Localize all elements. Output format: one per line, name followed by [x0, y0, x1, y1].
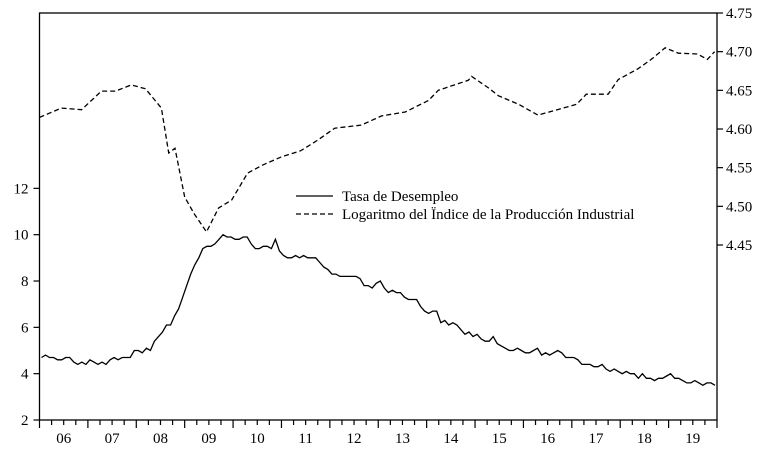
left-axis-tick-label: 4 — [21, 367, 29, 383]
x-axis-tick-label: 12 — [347, 431, 362, 447]
right-axis-tick-label: 4.60 — [726, 122, 752, 138]
x-axis-tick-label: 10 — [250, 431, 265, 447]
left-axis-tick-label: 8 — [21, 274, 29, 290]
legend-label-produccion: Logaritmo del Ïndice de la Producción In… — [342, 206, 634, 223]
legend: Tasa de Desempleo Logaritmo del Ïndice d… — [296, 189, 634, 223]
right-axis-tick-label: 4.55 — [726, 161, 752, 177]
left-axis-tick-label: 2 — [21, 413, 29, 429]
x-axis-tick-label: 09 — [201, 431, 216, 447]
left-axis-tick-label: 10 — [14, 228, 29, 244]
legend-label-desempleo: Tasa de Desempleo — [342, 189, 458, 205]
right-axis-tick-label: 4.65 — [726, 83, 752, 99]
x-axis-tick-label: 13 — [395, 431, 410, 447]
x-axis-tick-label: 06 — [56, 431, 72, 447]
right-axis-tick-label: 4.45 — [726, 238, 752, 254]
x-axis-tick-label: 16 — [540, 431, 556, 447]
right-axis-tick-label: 4.50 — [726, 199, 752, 215]
x-axis-tick-label: 19 — [685, 431, 700, 447]
x-axis-tick-label: 17 — [589, 431, 605, 447]
left-axis-tick-label: 6 — [21, 320, 29, 336]
x-axis-tick-label: 08 — [153, 431, 168, 447]
x-axis-tick-label: 15 — [492, 431, 507, 447]
right-axis-tick-label: 4.70 — [726, 45, 752, 61]
x-axis-tick-label: 18 — [637, 431, 652, 447]
x-axis-tick-label: 11 — [298, 431, 312, 447]
x-axis-tick-label: 14 — [443, 431, 459, 447]
right-axis-tick-label: 4.75 — [726, 6, 752, 22]
series-line-log-produccion-industrial — [39, 47, 716, 234]
left-axis-tick-label: 12 — [14, 181, 29, 197]
x-axis-tick-label: 07 — [105, 431, 121, 447]
series-layer — [39, 47, 716, 387]
series-line-tasa-desempleo — [41, 233, 716, 387]
ticks-layer: 2 4 6 8 10 12 4.45 4.50 4.55 4.60 4.65 4.70 4.75 06 07… — [14, 6, 753, 447]
